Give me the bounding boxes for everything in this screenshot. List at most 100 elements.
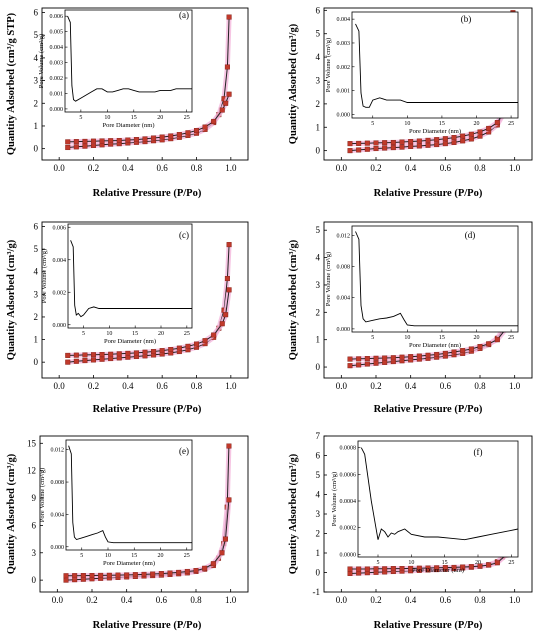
data-point [82,358,88,364]
data-point [477,129,483,135]
data-point [176,569,182,575]
data-point [168,347,174,353]
inset-y-tick-label: 0.0006 [340,472,357,478]
data-point [125,350,131,356]
y-tick-label: 1 [316,335,321,345]
inset-y-tick-label: 0.0002 [340,526,357,532]
data-point [451,349,457,355]
x-axis-label: Relative Pressure (P/Po) [93,620,202,631]
data-point [176,132,182,138]
data-point [382,355,388,361]
y-tick-label: 5 [316,225,321,235]
data-point [210,561,216,567]
inset-y-axis-label: Pore Volume (cm³/g) [38,34,45,88]
data-point [193,128,199,134]
data-point [347,141,353,147]
data-point [390,355,396,361]
data-point [63,573,69,579]
data-point [434,351,440,357]
data-point [382,566,388,572]
data-point [373,146,379,152]
inset-y-tick-label: 0.008 [51,480,65,486]
data-point [356,147,362,153]
inset-x-tick-label: 15 [131,553,137,559]
inset-series-line [355,23,518,108]
x-tick-label: 0.6 [157,163,169,173]
inset-x-tick-label: 5 [79,115,82,121]
inset-series-line [360,447,519,541]
inset-x-tick-label: 5 [371,121,374,127]
inset-x-tick-label: 20 [157,115,163,121]
data-point [82,143,88,149]
x-tick-label: 0.4 [405,163,417,173]
y-axis-label: Quantity Adsorbed (cm³/g) [288,239,299,360]
data-point [460,133,466,139]
data-point [416,353,422,359]
inset-x-axis-label: Pore Diameter (nm) [409,128,461,135]
inset-chart: 5 10 15 20 25 0.000 0.001 0.002 0.003 0.004 Pore D… [325,11,519,135]
data-point [223,312,229,318]
inset-chart: 5 10 15 20 25 0.000 0.004 0.008 0.012 Pore Diamet… [39,439,193,567]
data-point [72,573,78,579]
x-tick-label: 0.2 [88,163,99,173]
data-point [434,137,440,143]
inset-x-tick-label: 25 [184,331,190,337]
inset-y-tick-label: 0.004 [51,512,65,518]
y-tick-label: 1 [316,122,321,132]
data-point [382,145,388,151]
panel-label: (d) [465,230,476,240]
inset-x-tick-label: 25 [508,121,514,127]
data-point [226,91,232,97]
data-point [451,564,457,570]
y-axis-label: Quantity Adsorbed (cm³/g) [6,453,17,574]
inset-y-tick-label: 0.000 [53,323,67,329]
inset-x-tick-label: 20 [158,553,164,559]
y-tick-label: 3 [316,509,321,519]
y-tick-label: 5 [34,244,39,254]
y-tick-label: 15 [27,438,37,448]
data-point [468,564,474,570]
data-point [151,349,157,355]
data-point [159,134,165,140]
data-point [65,352,71,358]
inset-x-axis-label: Pore Diameter (nm) [104,338,156,345]
y-tick-label: 3 [32,548,37,558]
y-tick-label: 4 [34,267,39,277]
y-tick-label: 0 [34,357,39,367]
x-tick-label: 0.4 [405,595,417,605]
data-point [133,137,139,143]
y-tick-label: 5 [34,30,39,40]
data-point [390,566,396,572]
data-point [82,352,88,358]
inset-x-axis-label: Pore Diameter (nm) [412,567,464,574]
y-tick-label: 6 [34,8,39,18]
x-axis-label: Relative Pressure (P/Po) [93,404,202,415]
data-point [202,124,208,130]
data-point [108,351,114,357]
data-point [99,351,105,357]
data-point [477,344,483,350]
data-point [364,566,370,572]
data-point [141,571,147,577]
data-point [425,142,431,148]
data-point [226,497,232,503]
inset-y-tick-label: 0.003 [337,41,351,47]
data-point [142,136,148,142]
data-point [373,140,379,146]
inset-x-tick-label: 20 [475,560,481,566]
inset-y-axis-label: Pore Volume (cm³/g) [41,249,48,303]
x-tick-label: 0.0 [54,381,66,391]
data-point [451,139,457,145]
data-point [434,142,440,148]
data-point [80,573,86,579]
data-point [219,550,225,556]
data-point [486,125,492,131]
inset-series-line [70,240,192,318]
panel-label: (f) [474,447,483,457]
data-point [185,343,191,349]
inset-series-line [67,16,192,102]
x-tick-label: 0.0 [336,163,348,173]
x-tick-label: 0.2 [370,163,381,173]
x-tick-label: 0.8 [474,381,486,391]
